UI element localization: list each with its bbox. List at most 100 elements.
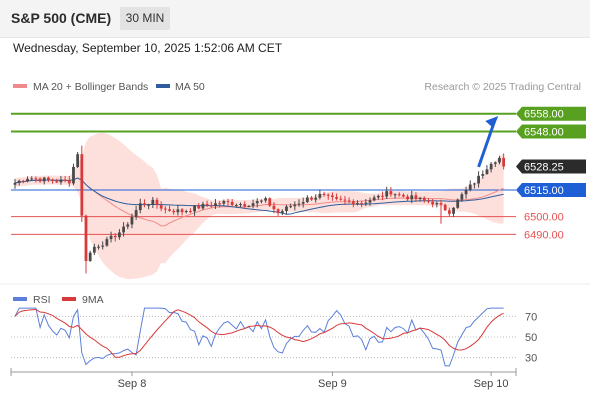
candle-body bbox=[280, 211, 284, 214]
candle-body bbox=[331, 195, 334, 198]
candle-body bbox=[126, 224, 130, 227]
candle-body bbox=[222, 201, 226, 204]
candle-body bbox=[368, 200, 372, 203]
candle-body bbox=[105, 239, 109, 246]
candle-body bbox=[101, 245, 105, 247]
time-tick-label: Sep 10 bbox=[474, 378, 509, 390]
candle-body bbox=[214, 203, 217, 206]
price-tag-resistance bbox=[516, 106, 586, 121]
candle-body bbox=[168, 209, 171, 211]
price-tag-last bbox=[516, 159, 586, 174]
price-tag-label: 6515.00 bbox=[524, 185, 564, 197]
price-tag-label: 6490.00 bbox=[524, 229, 564, 241]
candle-body bbox=[151, 199, 155, 205]
candle-body bbox=[118, 232, 121, 238]
candle-body bbox=[76, 154, 80, 167]
candle-body bbox=[372, 197, 376, 201]
candle-body bbox=[393, 194, 397, 196]
candle-body bbox=[414, 195, 418, 200]
rsi-ma-line bbox=[14, 308, 504, 358]
candle-body bbox=[418, 197, 422, 200]
forecast-arrow-head bbox=[485, 116, 499, 129]
rsi-legend-swatch bbox=[13, 297, 27, 301]
candle-body bbox=[143, 203, 146, 205]
rsi-ma-legend-label: 9MA bbox=[82, 294, 104, 306]
candle-body bbox=[172, 210, 176, 213]
candle-body bbox=[447, 210, 451, 214]
candle-body bbox=[427, 200, 430, 202]
timeframe-button[interactable]: 30 MIN bbox=[120, 7, 170, 30]
candle-body bbox=[498, 157, 501, 163]
price-tag-label: 6558.00 bbox=[524, 109, 564, 121]
candle-body bbox=[435, 203, 439, 205]
candle-body bbox=[289, 206, 293, 208]
rsi-tick-label: 70 bbox=[525, 311, 537, 323]
candle-body bbox=[92, 246, 96, 253]
candle-body bbox=[351, 201, 355, 205]
ma50-legend-swatch bbox=[156, 84, 170, 88]
candle-body bbox=[410, 195, 414, 200]
candle-body bbox=[318, 193, 322, 198]
candle-body bbox=[255, 201, 259, 204]
candle-body bbox=[481, 174, 485, 176]
candle-body bbox=[80, 154, 84, 216]
candle-body bbox=[431, 201, 435, 205]
price-tag-label: 6548.00 bbox=[524, 126, 564, 138]
candle-body bbox=[422, 197, 426, 201]
candle-body bbox=[176, 209, 180, 213]
candle-body bbox=[452, 207, 455, 214]
ma20-legend-label: MA 20 + Bollinger Bands bbox=[33, 81, 148, 93]
candle-body bbox=[301, 202, 305, 204]
candle-body bbox=[276, 209, 280, 214]
rsi-line bbox=[14, 307, 504, 367]
candle-body bbox=[339, 198, 343, 200]
candle-body bbox=[13, 182, 17, 185]
candle-body bbox=[360, 203, 364, 205]
candle-body bbox=[264, 198, 267, 201]
candle-body bbox=[272, 205, 276, 210]
rsi-ma-legend-swatch bbox=[62, 297, 76, 301]
candle-body bbox=[47, 177, 50, 180]
candle-body bbox=[381, 195, 384, 197]
candle-body bbox=[226, 201, 230, 203]
candle-body bbox=[335, 197, 338, 199]
candle-body bbox=[460, 194, 464, 200]
candle-body bbox=[464, 190, 468, 195]
rsi-tick-label: 30 bbox=[525, 353, 537, 365]
candle-body bbox=[477, 175, 480, 184]
candle-body bbox=[97, 246, 100, 248]
price-tag-label: 6528.25 bbox=[524, 162, 564, 174]
candle-body bbox=[193, 205, 196, 212]
candle-body bbox=[473, 183, 476, 185]
candle-body bbox=[209, 205, 213, 207]
candle-body bbox=[322, 193, 326, 195]
candle-body bbox=[138, 203, 142, 211]
candle-body bbox=[38, 178, 42, 182]
candle-body bbox=[122, 226, 125, 233]
chart-header: S&P 500 (CME) 30 MIN bbox=[0, 0, 590, 38]
candle-body bbox=[113, 235, 117, 238]
candle-body bbox=[34, 178, 38, 180]
candle-body bbox=[456, 199, 460, 208]
candle-body bbox=[243, 204, 247, 207]
candle-body bbox=[184, 211, 188, 213]
candle-body bbox=[485, 169, 489, 175]
candle-body bbox=[489, 163, 493, 170]
candle-body bbox=[59, 179, 63, 183]
time-tick-label: Sep 8 bbox=[118, 378, 147, 390]
candle-body bbox=[26, 178, 29, 182]
instrument-title: S&P 500 (CME) bbox=[11, 10, 112, 26]
candle-body bbox=[251, 203, 255, 206]
candle-body bbox=[155, 199, 159, 206]
candle-body bbox=[305, 197, 309, 203]
candle-body bbox=[356, 203, 359, 205]
candle-body bbox=[293, 204, 297, 207]
candle-body bbox=[239, 204, 242, 206]
candle-body bbox=[67, 180, 71, 184]
candle-body bbox=[297, 203, 301, 205]
candle-body bbox=[230, 201, 234, 206]
candle-body bbox=[406, 196, 409, 200]
time-tick-label: Sep 9 bbox=[318, 378, 347, 390]
candle-body bbox=[84, 215, 88, 261]
